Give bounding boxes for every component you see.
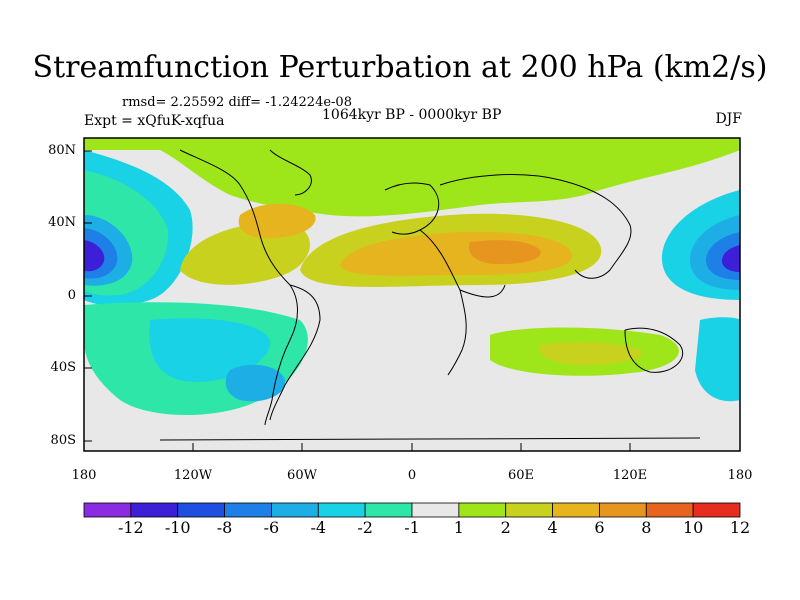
contour-band [238, 203, 316, 239]
lat-label: 40N [48, 215, 76, 230]
contour-band [468, 240, 541, 265]
axis-ticks [84, 150, 631, 451]
colorbar-label: -12 [117, 518, 144, 537]
lon-label: 0 [407, 468, 417, 483]
colorbar-swatch [458, 502, 507, 518]
map-title: Streamfunction Perturbation at 200 hPa (… [32, 50, 768, 85]
colorbar-label: -8 [216, 518, 233, 537]
colorbar-swatch [411, 502, 460, 518]
colorbar-swatch [552, 502, 600, 518]
experiment-label: Expt = xQfuK-xqfua [84, 113, 225, 129]
contour-band [149, 318, 271, 383]
colorbar-label: 4 [547, 518, 558, 537]
colorbar-swatch [645, 502, 694, 518]
colorbar-swatch [599, 502, 647, 518]
colorbar-label: 2 [500, 518, 511, 537]
lon-label: 180 [727, 468, 753, 483]
contour-band [539, 342, 642, 366]
lat-label: 0 [67, 288, 76, 303]
contour-band [84, 240, 105, 272]
lat-label: 40S [50, 360, 76, 375]
colorbar-label: 10 [682, 518, 704, 537]
stats-line: rmsd= 2.25592 diff= -1.24224e-08 [122, 95, 352, 110]
colorbar-label: -4 [310, 518, 327, 537]
colorbar-label: -10 [164, 518, 191, 537]
colorbar-swatch [505, 502, 553, 518]
colorbar-swatch [692, 502, 741, 518]
lon-label: 120W [173, 468, 213, 483]
contour-band [722, 245, 740, 272]
colorbar-swatch [83, 502, 132, 518]
lon-label: 120E [612, 468, 648, 483]
contour-band [695, 317, 740, 402]
lat-label: 80S [50, 433, 76, 448]
coastlines [159, 149, 701, 441]
colorbar-swatch [364, 502, 413, 518]
colorbar-label: -2 [357, 518, 373, 537]
colorbar-label: -6 [263, 518, 280, 537]
colorbar-label: 12 [729, 518, 751, 537]
lat-label: 80N [48, 143, 76, 158]
contour-band [225, 364, 286, 402]
colorbar-label: 6 [594, 518, 605, 537]
lon-label: 60W [287, 468, 317, 483]
colorbar-swatch [317, 502, 366, 518]
colorbar [83, 502, 741, 518]
colorbar-swatch [271, 502, 319, 518]
season-label: DJF [715, 111, 742, 127]
period-label: 1064kyr BP - 0000kyr BP [322, 107, 502, 123]
contour-band [84, 138, 740, 217]
colorbar-label: -1 [404, 518, 420, 537]
colorbar-label: 1 [453, 518, 464, 537]
lon-label: 60E [507, 468, 535, 483]
colorbar-label: 8 [641, 518, 652, 537]
colorbar-swatch [177, 502, 225, 518]
contour-field [84, 138, 740, 451]
colorbar-swatch [130, 502, 179, 518]
lon-label: 180 [71, 468, 97, 483]
colorbar-swatch [224, 502, 272, 518]
contour-band [84, 420, 740, 451]
